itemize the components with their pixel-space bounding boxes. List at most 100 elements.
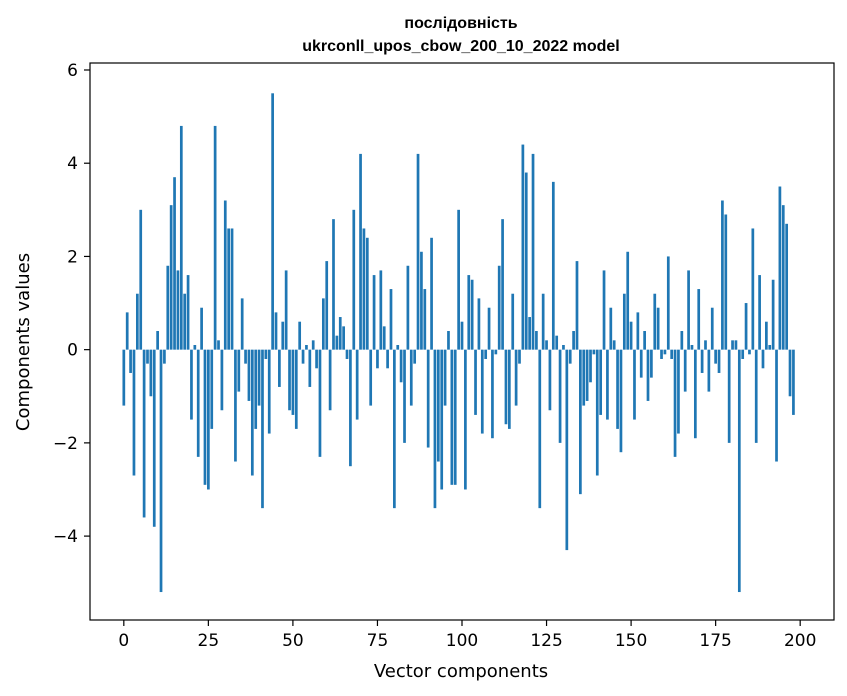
chart-title-line-2: ukrconll_upos_cbow_200_10_2022 model	[302, 38, 619, 55]
bar	[785, 223, 789, 350]
bar	[748, 349, 751, 355]
bar	[196, 349, 200, 457]
bar	[240, 298, 244, 350]
bar	[531, 153, 535, 350]
bar	[149, 349, 153, 397]
y-tick-label: 4	[67, 154, 78, 174]
bar	[393, 349, 396, 509]
bar	[639, 349, 643, 378]
bar	[267, 349, 271, 434]
bar	[207, 349, 210, 490]
bar	[152, 349, 156, 527]
bar	[264, 349, 268, 359]
bar	[683, 349, 687, 392]
bar	[697, 289, 701, 350]
bar	[592, 349, 596, 355]
bar	[710, 307, 714, 350]
bar	[487, 307, 491, 350]
bar	[758, 275, 761, 350]
bar	[606, 349, 609, 420]
bar	[521, 144, 525, 350]
y-axis-label: Components values	[13, 253, 34, 431]
bar	[409, 349, 413, 406]
bar	[179, 125, 183, 350]
bar	[690, 345, 694, 350]
bar	[223, 200, 227, 350]
bar	[589, 349, 592, 383]
bar	[453, 349, 457, 485]
bar	[220, 349, 224, 411]
bar	[737, 349, 741, 593]
x-tick-label: 75	[367, 631, 389, 651]
bar	[467, 275, 471, 350]
bar	[291, 349, 295, 415]
bar	[244, 349, 247, 364]
bar	[142, 349, 146, 518]
bar	[352, 209, 356, 350]
bar	[305, 345, 308, 350]
bar	[338, 317, 342, 350]
bar	[450, 349, 454, 485]
bar	[325, 261, 329, 350]
bar	[284, 270, 288, 350]
bar	[159, 349, 163, 593]
bar	[504, 349, 508, 425]
bar	[602, 270, 606, 350]
bar	[693, 349, 697, 439]
bar	[369, 349, 373, 406]
bar	[230, 228, 234, 350]
bar	[132, 349, 136, 476]
bar	[274, 312, 278, 350]
bar	[555, 335, 559, 350]
bar	[372, 275, 376, 350]
x-tick-label: 175	[699, 631, 731, 651]
bar	[771, 279, 775, 350]
bar	[477, 298, 481, 350]
bar	[687, 270, 690, 350]
bar	[261, 349, 264, 509]
bar	[541, 293, 545, 350]
bar	[420, 251, 423, 350]
bar	[288, 349, 291, 411]
bar	[278, 349, 281, 387]
bar	[146, 349, 149, 364]
bar	[436, 349, 440, 462]
bar	[741, 349, 745, 359]
bar	[535, 331, 538, 350]
bar	[416, 153, 420, 350]
bar	[399, 349, 403, 383]
bar	[636, 312, 640, 350]
bar	[423, 289, 427, 350]
bar	[359, 153, 362, 350]
bar	[139, 209, 143, 350]
x-tick-label: 200	[784, 631, 816, 651]
bar	[234, 349, 237, 462]
bar	[528, 317, 531, 350]
bar	[247, 349, 251, 401]
bar	[311, 340, 315, 350]
bar	[250, 349, 254, 476]
bar	[754, 349, 758, 443]
bar	[663, 349, 667, 355]
bar	[524, 172, 528, 350]
bar	[565, 349, 569, 551]
bar	[470, 279, 474, 350]
bar	[362, 228, 366, 350]
bar	[579, 349, 582, 495]
bar	[765, 321, 768, 350]
bar	[599, 349, 603, 415]
bar	[727, 349, 731, 443]
bar	[135, 293, 139, 350]
bar	[318, 349, 322, 457]
bar	[612, 340, 616, 350]
bar	[572, 331, 575, 350]
bar	[497, 265, 501, 350]
bar	[491, 349, 494, 439]
bar	[308, 349, 312, 387]
bar	[545, 340, 548, 350]
bar	[176, 270, 180, 350]
bar	[200, 307, 203, 350]
bar	[707, 349, 711, 392]
x-tick-label: 50	[282, 631, 304, 651]
